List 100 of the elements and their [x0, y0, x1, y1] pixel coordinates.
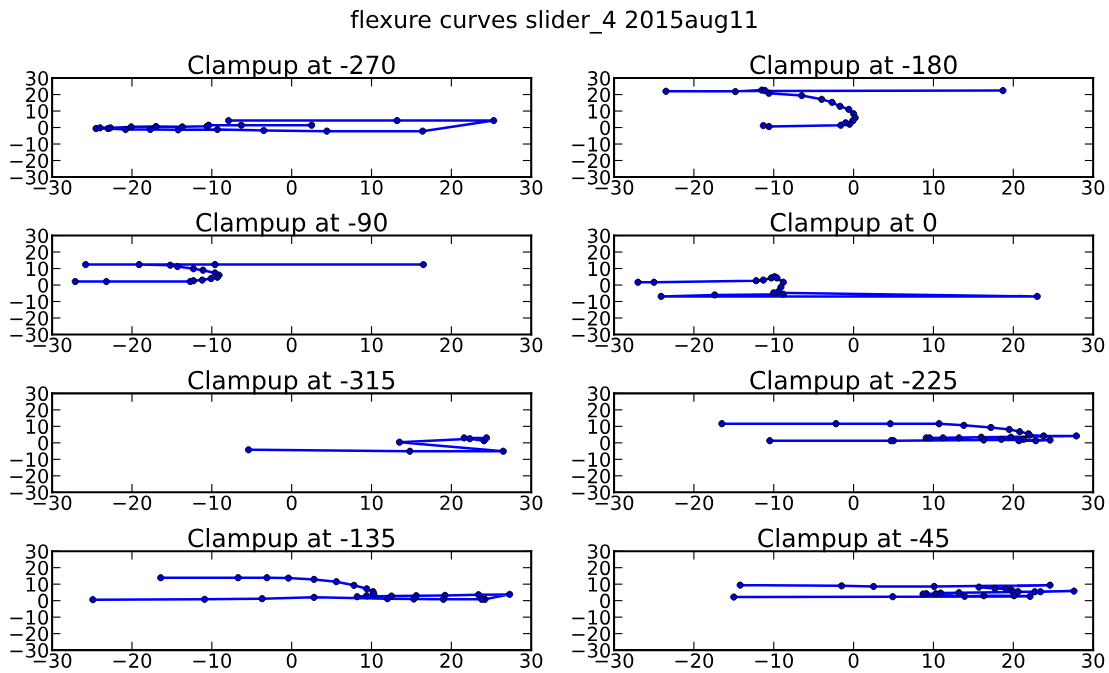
- text: flexure curves slider_4 2015aug11: [350, 10, 757, 34]
- chart-title: Clampup at -315: [188, 370, 395, 395]
- y-tick-label: 10: [26, 104, 49, 119]
- y-tick-label: 10: [588, 419, 610, 435]
- y-tick-label: 10: [26, 419, 49, 435]
- x-tick-label: 20: [440, 180, 463, 195]
- x-tick-label: −10: [193, 337, 232, 353]
- y-tick-label: −20: [572, 310, 610, 326]
- x-tick-label: −10: [193, 495, 232, 511]
- x-tick-label: −10: [193, 180, 232, 195]
- x-tick-label: 30: [520, 337, 543, 353]
- chart-title: Clampup at -225: [750, 370, 957, 395]
- chart-title: Clampup at -135: [188, 528, 395, 553]
- x-tick-label: 30: [520, 653, 543, 668]
- y-tick-label: 30: [588, 544, 610, 559]
- x-tick-label: 20: [1002, 653, 1025, 668]
- x-tick-label: −10: [755, 337, 793, 353]
- x-tick-label: 10: [361, 337, 383, 353]
- x-tick-label: −20: [113, 337, 152, 353]
- y-tick-label: 30: [588, 71, 610, 86]
- x-tick-label: 20: [1002, 337, 1025, 353]
- y-tick-label: 20: [26, 244, 49, 260]
- x-tick-label: 30: [520, 495, 543, 511]
- x-tick-label: 0: [286, 180, 297, 195]
- y-tick-label: −20: [10, 310, 49, 326]
- chart-title: Clampup at -270: [188, 54, 395, 80]
- y-tick-label: −20: [572, 626, 610, 642]
- y-tick-label: 20: [587, 560, 610, 576]
- y-tick-label: 20: [26, 87, 49, 103]
- x-tick-label: 0: [848, 337, 859, 353]
- x-tick-label: 10: [923, 653, 945, 668]
- y-tick-label: −10: [572, 136, 610, 152]
- x-tick-label: 30: [1082, 180, 1105, 195]
- y-tick-label: −20: [10, 626, 49, 642]
- x-tick-label: 30: [1082, 653, 1105, 668]
- y-tick-label: 30: [26, 386, 49, 402]
- y-tick-label: 0: [600, 435, 610, 451]
- x-tick-label: 20: [440, 337, 463, 353]
- chart-title: Clampup at -90: [196, 212, 387, 237]
- x-tick-label: 10: [361, 180, 383, 195]
- y-tick-label: −20: [10, 153, 49, 169]
- y-tick-label: 30: [26, 228, 49, 244]
- x-tick-label: 20: [440, 495, 463, 511]
- x-tick-label: −20: [113, 180, 152, 195]
- x-tick-label: 0: [286, 653, 297, 668]
- y-tick-label: −20: [10, 468, 49, 484]
- x-tick-label: 0: [848, 495, 859, 511]
- y-tick-label: −20: [572, 153, 610, 169]
- y-tick-label: 0: [600, 277, 610, 293]
- y-tick-label: 30: [26, 544, 49, 559]
- x-tick-label: −10: [755, 653, 793, 668]
- chart-title: Clampup at -45: [758, 528, 949, 553]
- y-tick-label: 10: [588, 261, 610, 277]
- y-tick-label: 20: [587, 402, 610, 418]
- y-tick-label: 10: [588, 577, 610, 592]
- x-tick-label: −10: [193, 653, 232, 668]
- x-tick-label: 30: [1082, 495, 1105, 511]
- y-tick-label: 20: [587, 87, 610, 103]
- y-tick-label: −10: [572, 452, 610, 467]
- x-tick-label: 10: [361, 653, 383, 668]
- y-tick-label: 0: [38, 593, 49, 609]
- x-tick-label: 0: [286, 495, 297, 511]
- y-tick-label: 10: [26, 261, 49, 277]
- y-tick-label: −10: [10, 610, 49, 625]
- chart-title: Clampup at -180: [750, 54, 957, 80]
- x-tick-label: −20: [675, 495, 714, 511]
- x-tick-label: 0: [286, 337, 297, 353]
- x-tick-label: 10: [361, 495, 383, 511]
- x-tick-label: 0: [848, 180, 859, 195]
- y-tick-label: 0: [600, 120, 610, 136]
- y-tick-label: 20: [26, 560, 49, 576]
- y-tick-label: 30: [588, 228, 610, 244]
- x-tick-label: 30: [520, 180, 543, 195]
- y-tick-label: 0: [38, 120, 49, 136]
- y-tick-label: 10: [26, 577, 49, 592]
- x-tick-label: 10: [923, 180, 945, 195]
- y-tick-label: −10: [572, 294, 610, 310]
- x-tick-label: 20: [440, 653, 463, 668]
- x-tick-label: −20: [675, 180, 714, 195]
- y-tick-label: −20: [572, 468, 610, 484]
- y-tick-label: −10: [10, 136, 49, 152]
- x-tick-label: −20: [113, 653, 152, 668]
- x-tick-label: −10: [755, 180, 793, 195]
- x-tick-label: 0: [848, 653, 859, 668]
- y-tick-label: 30: [26, 71, 49, 86]
- x-tick-label: −20: [675, 337, 714, 353]
- x-tick-label: 10: [923, 495, 945, 511]
- y-tick-label: 30: [588, 386, 610, 402]
- y-tick-label: 20: [587, 244, 610, 260]
- x-tick-label: −20: [675, 653, 714, 668]
- x-tick-label: −20: [113, 495, 152, 511]
- x-tick-label: 20: [1002, 495, 1025, 511]
- y-tick-label: 20: [26, 402, 49, 418]
- y-tick-label: 10: [588, 104, 610, 119]
- x-tick-label: 10: [923, 337, 945, 353]
- y-tick-label: −10: [10, 452, 49, 467]
- x-tick-label: 30: [1082, 337, 1105, 353]
- y-tick-label: 0: [600, 593, 610, 609]
- chart-title: Clampup at 0: [770, 212, 937, 237]
- y-tick-label: 0: [38, 277, 49, 293]
